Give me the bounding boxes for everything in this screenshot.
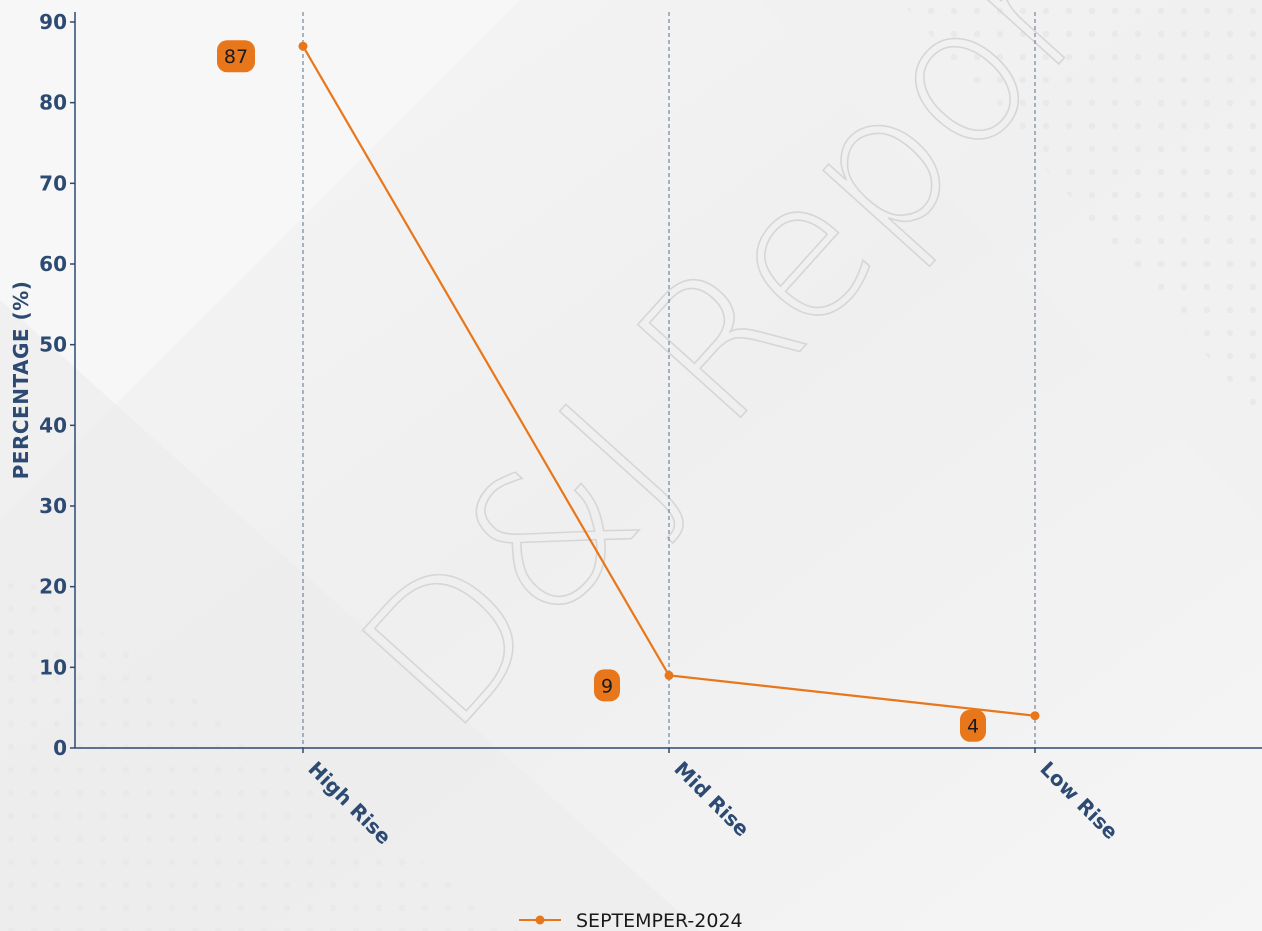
y-tick-label: 0 xyxy=(53,736,67,760)
dot-pattern xyxy=(560,0,1262,420)
y-tick-label: 90 xyxy=(39,10,67,34)
data-point xyxy=(1030,711,1040,721)
data-label-badge xyxy=(960,709,986,742)
data-label: 4 xyxy=(967,716,979,738)
series-group xyxy=(298,41,1040,721)
legend: SEPTEMPER-2024 xyxy=(519,910,743,931)
y-axis-label: PERCENTAGE (%) xyxy=(9,281,33,480)
data-labels: 87 9 4 xyxy=(217,40,986,742)
data-label: 9 xyxy=(601,675,613,697)
y-tick-label: 60 xyxy=(39,252,67,276)
data-point xyxy=(298,41,308,51)
dot-pattern xyxy=(0,560,520,931)
y-tick-label: 80 xyxy=(39,91,67,115)
y-tick-label: 40 xyxy=(39,413,67,437)
data-point xyxy=(664,670,674,680)
legend-marker xyxy=(535,915,545,925)
data-label: 87 xyxy=(224,46,248,68)
data-label-badge xyxy=(217,40,255,73)
y-tick-label: 70 xyxy=(39,171,67,195)
y-tick-label: 20 xyxy=(39,575,67,599)
y-tick-label: 50 xyxy=(39,333,67,357)
grid-lines xyxy=(302,12,1036,748)
y-axis-ticks: 0 10 20 30 40 50 60 70 80 90 xyxy=(39,10,75,760)
y-tick-label: 10 xyxy=(39,655,67,679)
data-label-badge xyxy=(594,669,620,702)
background-shape xyxy=(0,0,520,520)
legend-label: SEPTEMPER-2024 xyxy=(576,910,743,931)
y-tick-label: 30 xyxy=(39,494,67,518)
